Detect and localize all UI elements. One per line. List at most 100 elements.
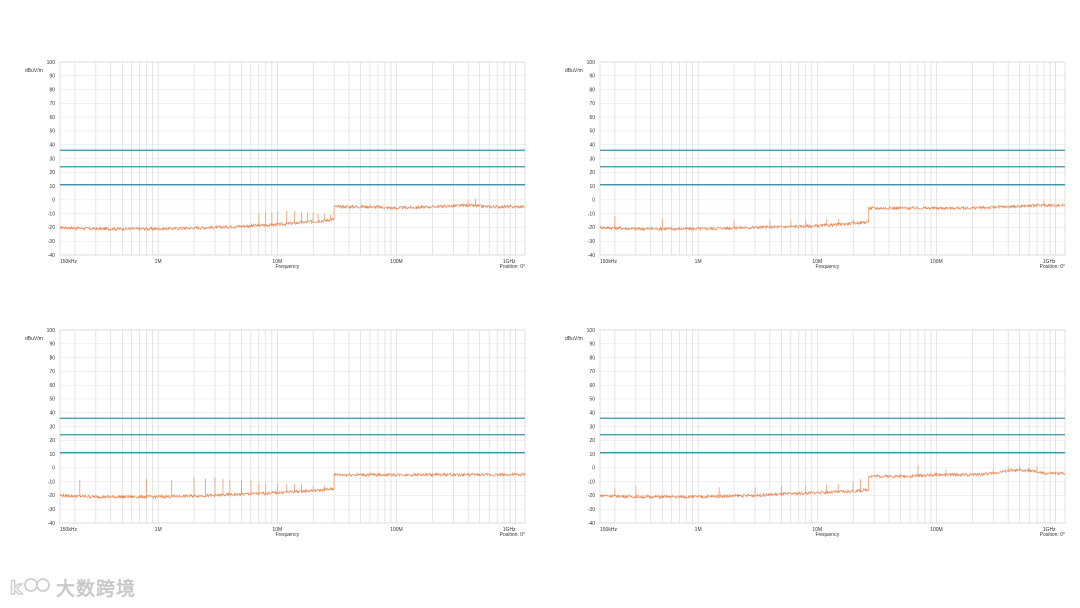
x-tick-label: 10M	[812, 527, 822, 533]
plot-frame	[59, 329, 526, 524]
y-tick-label: -30	[48, 507, 55, 513]
y-tick-label: 60	[49, 115, 55, 121]
y-tick-label: 100	[587, 328, 596, 334]
x-tick-label: 10M	[272, 527, 282, 533]
x-tick-label: 1M	[155, 527, 162, 533]
y-tick-label: -10	[48, 479, 55, 485]
y-tick-label: -40	[588, 253, 595, 259]
position-label: Position: 0°	[500, 532, 525, 538]
y-tick-label: 80	[49, 87, 55, 93]
y-axis-label: dBuV/m	[25, 68, 43, 74]
y-tick-label: 50	[49, 129, 55, 135]
y-tick-label: 20	[589, 170, 595, 176]
y-tick-label: 40	[589, 143, 595, 149]
y-tick-label: -10	[588, 211, 595, 217]
y-tick-label: -40	[588, 521, 595, 527]
y-tick-label: -20	[48, 225, 55, 231]
y-tick-label: -40	[48, 521, 55, 527]
x-tick-label: 150kHz	[60, 527, 77, 533]
y-tick-label: 60	[589, 115, 595, 121]
x-tick-label: 150kHz	[60, 259, 77, 265]
emission-trace	[59, 471, 526, 500]
y-tick-label: 90	[49, 74, 55, 80]
y-tick-label: -10	[588, 479, 595, 485]
y-tick-label: -40	[48, 253, 55, 259]
y-tick-label: 30	[589, 156, 595, 162]
x-tick-label: 150kHz	[600, 527, 617, 533]
y-tick-label: 70	[589, 369, 595, 375]
x-tick-label: 10M	[272, 259, 282, 265]
plot-frame	[59, 61, 526, 256]
emission-chart-1: 1009080706050403020100-10-20-30-40dBuV/m…	[25, 60, 526, 270]
x-axis-label: Frequency	[815, 264, 839, 270]
x-tick-label: 100M	[390, 527, 403, 533]
x-tick-label: 1GHz	[503, 527, 516, 533]
y-tick-label: -30	[588, 239, 595, 245]
kols-logo-icon: k	[10, 577, 50, 599]
y-tick-label: 70	[49, 369, 55, 375]
y-tick-label: -30	[588, 507, 595, 513]
x-tick-label: 1GHz	[1043, 527, 1056, 533]
y-tick-label: 20	[49, 170, 55, 176]
y-tick-label: -20	[588, 225, 595, 231]
y-tick-label: 10	[589, 452, 595, 458]
emission-chart-3: 1009080706050403020100-10-20-30-40dBuV/m…	[25, 328, 526, 538]
y-tick-label: 0	[52, 466, 55, 472]
x-tick-label: 100M	[930, 527, 943, 533]
y-tick-label: 60	[589, 383, 595, 389]
y-tick-label: -20	[588, 493, 595, 499]
y-tick-label: 20	[49, 438, 55, 444]
position-label: Position: 0°	[1040, 532, 1065, 538]
y-tick-label: 100	[47, 60, 56, 66]
emission-trace	[60, 202, 526, 232]
x-tick-label: 150kHz	[600, 259, 617, 265]
y-axis-label: dBuV/m	[25, 336, 43, 342]
y-tick-label: 70	[589, 101, 595, 107]
y-tick-label: 30	[49, 156, 55, 162]
watermark-text: 大数跨境	[56, 577, 137, 600]
x-tick-label: 1M	[155, 259, 162, 265]
y-tick-label: 40	[589, 411, 595, 417]
y-tick-label: 30	[49, 424, 55, 430]
y-tick-label: 100	[587, 60, 596, 66]
emission-trace	[599, 468, 1066, 500]
emission-chart-2: 1009080706050403020100-10-20-30-40dBuV/m…	[565, 60, 1066, 270]
emission-chart-4: 1009080706050403020100-10-20-30-40dBuV/m…	[565, 328, 1066, 538]
y-tick-label: 90	[49, 342, 55, 348]
x-tick-label: 10M	[812, 259, 822, 265]
x-tick-label: 1M	[695, 259, 702, 265]
y-tick-label: 80	[589, 355, 595, 361]
y-tick-label: 50	[589, 397, 595, 403]
y-tick-label: 0	[52, 198, 55, 204]
y-tick-label: -20	[48, 493, 55, 499]
x-tick-label: 100M	[390, 259, 403, 265]
y-tick-label: 90	[589, 342, 595, 348]
y-tick-label: 50	[49, 397, 55, 403]
y-tick-label: 20	[589, 438, 595, 444]
svg-text:k: k	[10, 578, 23, 599]
x-axis-label: Frequency	[275, 264, 299, 270]
y-tick-label: 90	[589, 74, 595, 80]
x-tick-label: 1GHz	[1043, 259, 1056, 265]
y-tick-label: 10	[49, 452, 55, 458]
y-tick-label: 70	[49, 101, 55, 107]
y-tick-label: 10	[49, 184, 55, 190]
y-tick-label: 0	[592, 466, 595, 472]
plot-frame	[599, 61, 1066, 256]
y-tick-label: 60	[49, 383, 55, 389]
x-axis-label: Frequency	[815, 532, 839, 538]
y-tick-label: 0	[592, 198, 595, 204]
y-tick-label: 80	[49, 355, 55, 361]
y-axis-label: dBuV/m	[565, 336, 583, 342]
y-tick-label: -30	[48, 239, 55, 245]
x-axis-label: Frequency	[275, 532, 299, 538]
x-tick-label: 100M	[930, 259, 943, 265]
y-tick-label: 40	[49, 143, 55, 149]
plot-frame	[599, 329, 1066, 524]
y-tick-label: 40	[49, 411, 55, 417]
y-tick-label: 30	[589, 424, 595, 430]
position-label: Position: 0°	[500, 264, 525, 270]
y-tick-label: 80	[589, 87, 595, 93]
position-label: Position: 0°	[1040, 264, 1065, 270]
